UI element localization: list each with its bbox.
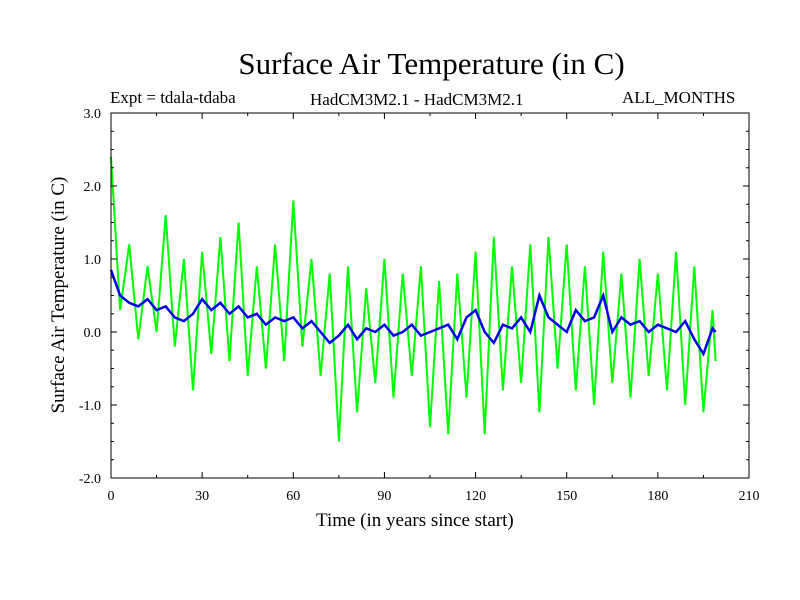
- x-tick-label: 30: [195, 489, 209, 504]
- months-label: ALL_MONTHS: [622, 88, 736, 107]
- experiment-label: Expt = tdala-tdaba: [110, 88, 236, 107]
- x-tick-label: 0: [108, 489, 115, 504]
- series-monthly-line: [110, 156, 717, 442]
- x-axis-label: Time (in years since start): [316, 510, 514, 531]
- y-tick-label: -2.0: [79, 472, 101, 487]
- y-tick-label: 2.0: [84, 180, 102, 195]
- series-layer: [109, 156, 717, 442]
- y-tick-label: -1.0: [79, 399, 101, 414]
- ticks-layer: 0 30 60 90 120 150 180 210 -2.0 -1.0 0.0 1.0 2.0 3.0: [79, 107, 760, 504]
- x-tick-label: 180: [647, 489, 668, 504]
- x-tick-label: 60: [286, 489, 300, 504]
- chart-title: Surface Air Temperature (in C): [238, 46, 625, 81]
- x-tick-label: 120: [465, 489, 486, 504]
- x-tick-label: 150: [556, 489, 577, 504]
- x-tick-label: 90: [377, 489, 391, 504]
- y-tick-label: 3.0: [84, 107, 102, 122]
- y-tick-label: 0.0: [84, 326, 102, 341]
- y-tick-label: 1.0: [84, 253, 102, 268]
- x-tick-label: 210: [739, 489, 760, 504]
- model-label: HadCM3M2.1 - HadCM3M2.1: [310, 90, 524, 109]
- series-annual-mean-line: [109, 269, 717, 357]
